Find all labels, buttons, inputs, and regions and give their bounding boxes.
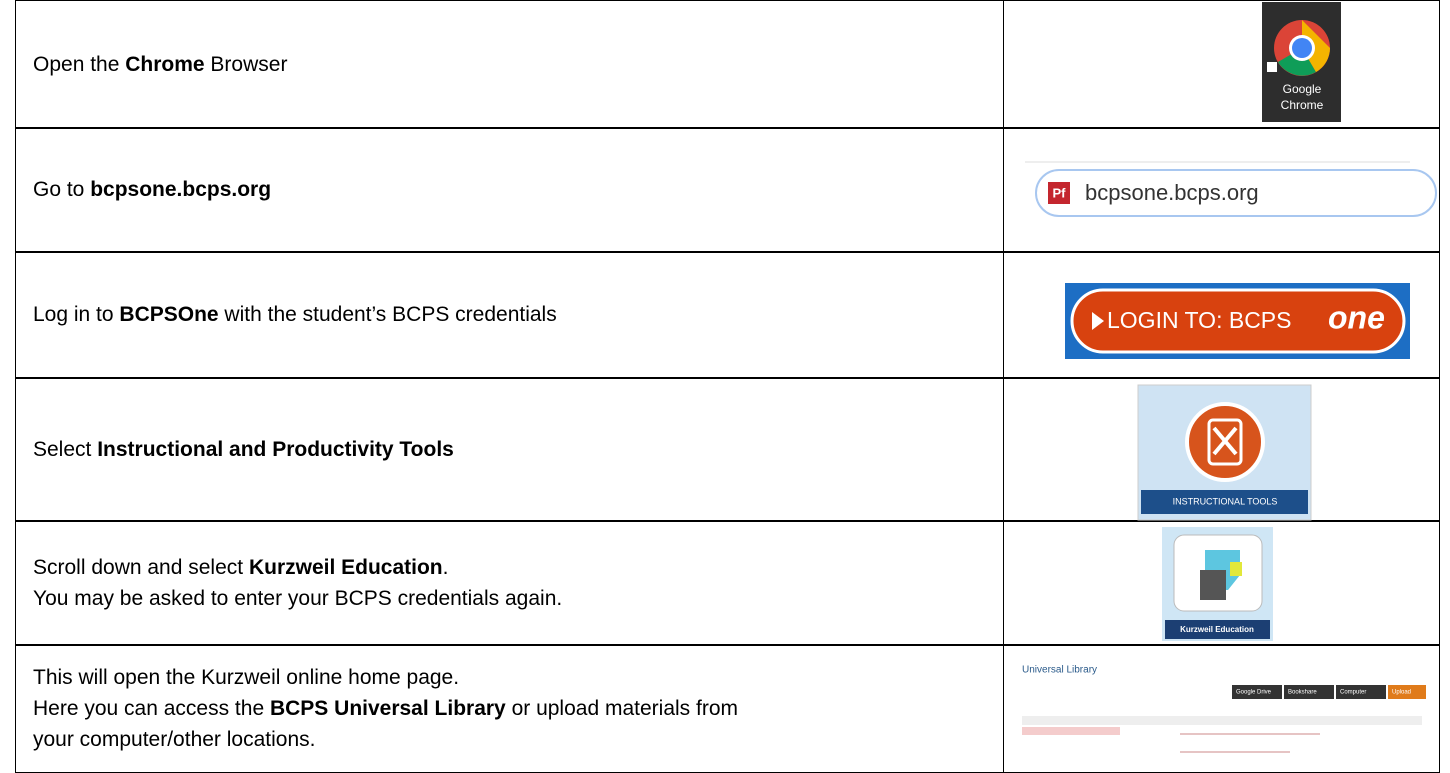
bold-text: bcpsone.bcps.org bbox=[90, 178, 272, 202]
text-line: Log in to BCPSOne with the student’s BCP… bbox=[33, 299, 1003, 330]
table-row: Log in to BCPSOne with the student’s BCP… bbox=[15, 251, 1440, 379]
text: or upload materials from bbox=[505, 696, 738, 720]
step-text: Go to bcpsone.bcps.org bbox=[16, 128, 1004, 252]
text-line: your computer/other locations. bbox=[33, 724, 1003, 755]
text: Select bbox=[33, 437, 98, 461]
url-field bbox=[1035, 169, 1437, 217]
step-text: Scroll down and select Kurzweil Educatio… bbox=[16, 521, 1004, 645]
table-row: Go to bcpsone.bcps.org bbox=[15, 127, 1440, 253]
library-button-label: Upload bbox=[1392, 690, 1411, 696]
login-button bbox=[1070, 288, 1406, 354]
url-icon-text: Pf bbox=[1053, 185, 1067, 200]
text: This will open the Kurzweil online home … bbox=[33, 665, 460, 689]
bold-text: Instructional and Productivity Tools bbox=[97, 437, 454, 461]
library-title: Universal Library bbox=[1022, 665, 1097, 676]
url-icon bbox=[1048, 182, 1070, 204]
library-toolbar bbox=[1022, 716, 1422, 725]
tools-glyph bbox=[1212, 426, 1238, 456]
library-button bbox=[1232, 685, 1282, 699]
text: your computer/other locations. bbox=[33, 727, 316, 751]
text: Here you can access the bbox=[33, 696, 270, 720]
text: Go to bbox=[33, 178, 91, 202]
text: with the student’s BCPS credentials bbox=[218, 303, 557, 327]
step-text: Select Instructional and Productivity To… bbox=[16, 378, 1004, 521]
table-row: Open the Chrome Browser bbox=[15, 0, 1440, 129]
step-text: Open the Chrome Browser bbox=[16, 1, 1004, 128]
text-line: Select Instructional and Productivity To… bbox=[33, 434, 1003, 465]
library-button-label: Google Drive bbox=[1236, 690, 1272, 696]
kurzweil-bar bbox=[1165, 620, 1270, 639]
chrome-logo-green bbox=[1278, 48, 1316, 76]
login-logo: one bbox=[1328, 299, 1385, 335]
play-arrow bbox=[1092, 312, 1104, 330]
chrome-logo-yellow bbox=[1302, 20, 1330, 72]
library-button-label: Computer bbox=[1340, 690, 1366, 696]
icon-label: Chrome bbox=[1281, 98, 1324, 112]
text: Scroll down and select bbox=[33, 555, 249, 579]
icon-label: Google bbox=[1283, 82, 1322, 96]
bold-text: BCPS Universal Library bbox=[269, 696, 506, 720]
shortcut-arrow bbox=[1267, 62, 1277, 72]
table-row: Select Instructional and Productivity To… bbox=[15, 377, 1440, 522]
library-button-label: Bookshare bbox=[1288, 690, 1317, 696]
text: You may be asked to enter your BCPS cred… bbox=[33, 586, 563, 610]
tools-bar bbox=[1141, 490, 1308, 514]
login-text: LOGIN TO: BCPS bbox=[1107, 307, 1291, 333]
tools-tablet bbox=[1207, 418, 1243, 466]
text: . bbox=[442, 555, 449, 579]
library-button bbox=[1284, 685, 1334, 699]
kurzweil-shape bbox=[1200, 570, 1226, 600]
text: Log in to bbox=[33, 303, 120, 327]
text-line: You may be asked to enter your BCPS cred… bbox=[33, 583, 1003, 614]
kurzweil-shape bbox=[1230, 562, 1242, 576]
bold-text: Kurzweil Education bbox=[248, 555, 443, 579]
text-line: Here you can access the BCPS Universal L… bbox=[33, 693, 1003, 724]
bold-text: Chrome bbox=[125, 52, 205, 76]
text-line: Go to bcpsone.bcps.org bbox=[33, 174, 1003, 205]
tools-caption: INSTRUCTIONAL TOOLS bbox=[1173, 496, 1278, 506]
bold-text: BCPSOne bbox=[119, 303, 219, 327]
table-row: Scroll down and select Kurzweil Educatio… bbox=[15, 520, 1440, 646]
table-row: This will open the Kurzweil online home … bbox=[15, 644, 1440, 773]
library-button bbox=[1388, 685, 1426, 699]
step-text: Log in to BCPSOne with the student’s BCP… bbox=[16, 252, 1004, 378]
url-text: bcpsone.bcps.org bbox=[1085, 180, 1259, 205]
text-line: Open the Chrome Browser bbox=[33, 49, 1003, 80]
step-text: This will open the Kurzweil online home … bbox=[16, 645, 1004, 772]
library-buttons: Google Drive Bookshare Computer Upload bbox=[1232, 685, 1426, 699]
text-line: Scroll down and select Kurzweil Educatio… bbox=[33, 552, 1003, 583]
text: Browser bbox=[204, 52, 288, 76]
chrome-logo-center bbox=[1292, 38, 1312, 58]
library-bg bbox=[1018, 655, 1426, 770]
kurzweil-caption: Kurzweil Education bbox=[1180, 625, 1254, 634]
text: Open the bbox=[33, 52, 126, 76]
text-line: This will open the Kurzweil online home … bbox=[33, 662, 1003, 693]
library-button bbox=[1336, 685, 1386, 699]
library-folder bbox=[1022, 727, 1120, 735]
